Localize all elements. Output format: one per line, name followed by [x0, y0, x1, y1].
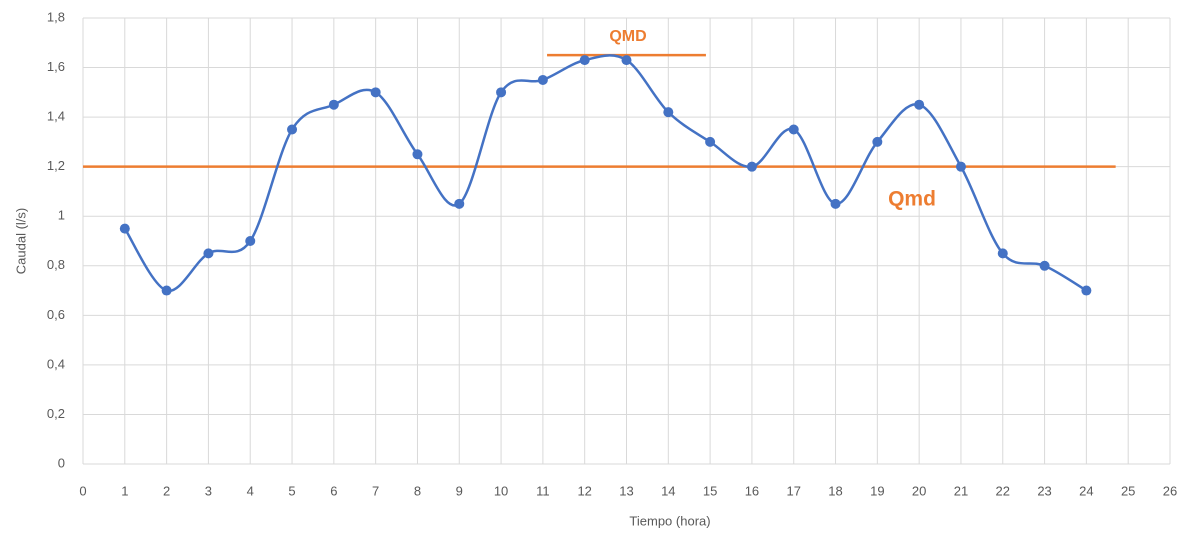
x-tick-label: 2	[163, 483, 170, 498]
data-point	[705, 136, 716, 147]
x-tick-label: 10	[494, 483, 508, 498]
x-tick-label: 15	[703, 483, 717, 498]
x-tick-label: 3	[205, 483, 212, 498]
y-tick-label: 1,4	[47, 109, 65, 124]
x-tick-label: 22	[996, 483, 1010, 498]
y-tick-label: 0,8	[47, 257, 65, 272]
data-point	[997, 248, 1008, 259]
x-tick-label: 21	[954, 483, 968, 498]
x-tick-label: 5	[288, 483, 295, 498]
y-tick-label: 1	[58, 208, 65, 223]
x-tick-label: 17	[786, 483, 800, 498]
x-tick-label: 19	[870, 483, 884, 498]
data-point	[663, 107, 674, 118]
x-tick-label: 4	[247, 483, 254, 498]
data-point	[621, 55, 632, 66]
data-line	[123, 54, 1088, 292]
data-point	[203, 248, 214, 259]
x-tick-label: 23	[1037, 483, 1051, 498]
x-tick-label: 1	[121, 483, 128, 498]
x-tick-label: 18	[828, 483, 842, 498]
x-tick-label: 26	[1163, 483, 1177, 498]
data-point	[496, 87, 507, 98]
x-tick-label: 16	[745, 483, 759, 498]
x-tick-label: 9	[456, 483, 463, 498]
x-tick-label: 7	[372, 483, 379, 498]
data-point	[370, 87, 381, 98]
data-point	[746, 161, 757, 172]
reference-label: QMD	[609, 28, 646, 45]
data-point	[537, 74, 548, 85]
data-point	[412, 149, 423, 160]
data-point	[830, 198, 841, 209]
data-point	[788, 124, 799, 135]
data-point	[245, 236, 256, 246]
y-tick-label: 1,6	[47, 59, 65, 74]
y-axis-title: Caudal (l/s)	[13, 208, 28, 274]
y-tick-label: 0,6	[47, 307, 65, 322]
y-tick-label: 0,2	[47, 406, 65, 421]
y-tick-label: 0	[58, 455, 65, 470]
y-tick-label: 0,4	[47, 356, 65, 371]
x-tick-label: 12	[577, 483, 591, 498]
x-tick-label: 24	[1079, 483, 1093, 498]
data-point	[454, 198, 465, 209]
data-point	[579, 55, 590, 66]
data-point	[328, 99, 339, 110]
x-tick-label: 0	[79, 483, 86, 498]
x-axis-title: Tiempo (hora)	[629, 513, 710, 528]
data-point	[1039, 260, 1050, 271]
y-tick-label: 1,8	[47, 9, 65, 24]
data-point	[287, 124, 298, 135]
data-point	[1081, 285, 1092, 296]
x-tick-label: 20	[912, 483, 926, 498]
x-tick-label: 6	[330, 483, 337, 498]
data-point	[119, 223, 130, 234]
x-tick-label: 13	[619, 483, 633, 498]
data-point	[955, 161, 966, 172]
x-tick-label: 8	[414, 483, 421, 498]
data-point	[872, 136, 883, 147]
x-tick-label: 14	[661, 483, 675, 498]
reference-label: Qmd	[888, 188, 936, 211]
x-tick-label: 25	[1121, 483, 1135, 498]
data-point	[914, 99, 925, 110]
y-tick-label: 1,2	[47, 158, 65, 173]
data-point	[161, 285, 172, 296]
x-tick-label: 11	[536, 483, 550, 498]
